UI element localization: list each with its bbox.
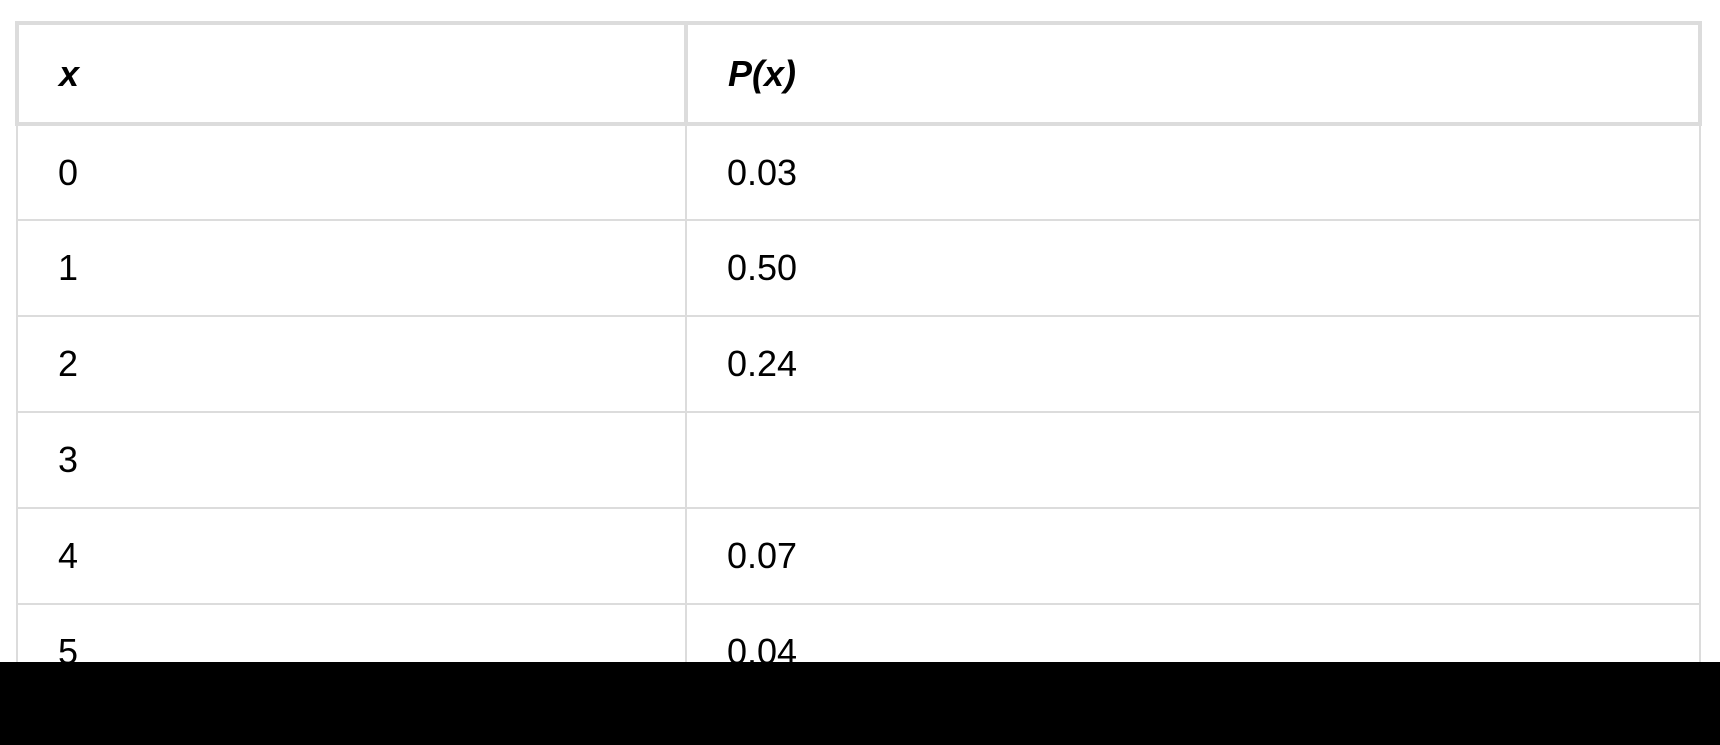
table-header-row: x P(x) <box>15 21 1702 126</box>
cell-x: 2 <box>16 315 687 413</box>
header-x: x <box>15 21 688 126</box>
probability-table-container: x P(x) 0 0.03 1 0.50 2 0.24 3 4 <box>15 21 1702 701</box>
cell-probability: 0.03 <box>685 122 1701 221</box>
table-row: 3 <box>16 411 1701 509</box>
header-p-of-x: P(x) <box>684 21 1702 126</box>
black-cover-bar <box>0 662 1720 745</box>
cell-x: 3 <box>16 411 687 509</box>
cell-x: 0 <box>16 122 687 221</box>
cell-probability: 0.24 <box>685 315 1701 413</box>
cell-probability-blank <box>685 411 1701 509</box>
cell-probability: 0.07 <box>685 507 1701 605</box>
table-row: 4 0.07 <box>16 507 1701 605</box>
table-row: 1 0.50 <box>16 219 1701 317</box>
cell-x: 1 <box>16 219 687 317</box>
table-row: 0 0.03 <box>16 122 1701 221</box>
probability-distribution-table: x P(x) 0 0.03 1 0.50 2 0.24 3 4 <box>15 21 1702 701</box>
cell-probability: 0.50 <box>685 219 1701 317</box>
cell-x: 4 <box>16 507 687 605</box>
table-row: 2 0.24 <box>16 315 1701 413</box>
